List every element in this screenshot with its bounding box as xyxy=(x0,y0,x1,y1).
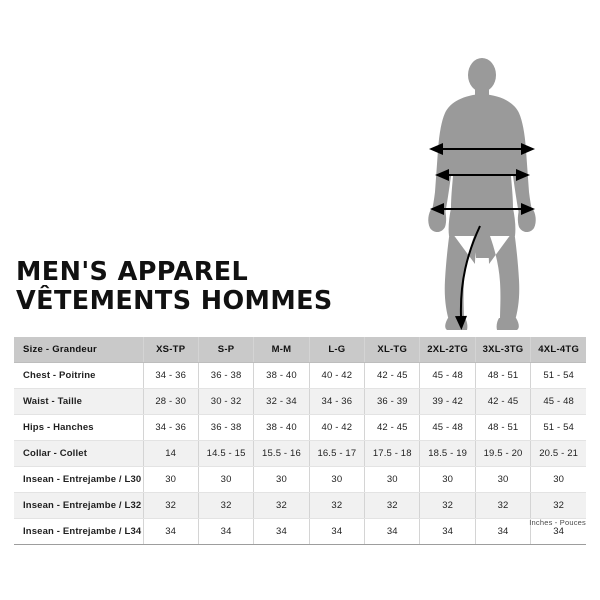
cell-hips-xl: 42 - 45 xyxy=(364,414,421,441)
column-header-m: M-M xyxy=(253,337,310,363)
title-line-french: VÊTEMENTS HOMMES xyxy=(16,286,333,316)
cell-inseam-l32-s: 32 xyxy=(197,492,255,519)
column-header-xl: XL-TG xyxy=(364,337,421,363)
column-header-xs: XS-TP xyxy=(142,337,199,363)
column-header-2xl: 2XL-2TG xyxy=(419,337,476,363)
cell-chest-4xl: 51 - 54 xyxy=(530,362,587,389)
cell-chest-xs: 34 - 36 xyxy=(142,362,199,389)
cell-waist-m: 32 - 34 xyxy=(253,388,310,415)
row-label-chest: Chest - Poitrine xyxy=(14,362,144,389)
table-row: Insean - Entrejambe / L30 30 30 30 30 30… xyxy=(14,466,587,493)
cell-inseam-l30-xs: 30 xyxy=(142,466,199,493)
cell-waist-s: 30 - 32 xyxy=(197,388,255,415)
table-row: Insean - Entrejambe / L34 34 34 34 34 34… xyxy=(14,518,587,545)
row-label-inseam-l30: Insean - Entrejambe / L30 xyxy=(14,466,144,493)
cell-inseam-l30-4xl: 30 xyxy=(530,466,587,493)
table-row: Insean - Entrejambe / L32 32 32 32 32 32… xyxy=(14,492,587,519)
cell-collar-2xl: 18.5 - 19 xyxy=(419,440,476,467)
cell-chest-xl: 42 - 45 xyxy=(364,362,421,389)
cell-inseam-l32-xl: 32 xyxy=(364,492,421,519)
cell-inseam-l32-l: 32 xyxy=(308,492,366,519)
cell-inseam-l30-2xl: 30 xyxy=(419,466,476,493)
cell-inseam-l30-l: 30 xyxy=(308,466,366,493)
male-silhouette-icon xyxy=(428,58,536,330)
page-title: MEN'S APPAREL VÊTEMENTS HOMMES xyxy=(16,258,436,316)
cell-hips-l: 40 - 42 xyxy=(308,414,366,441)
figure-svg xyxy=(428,58,536,330)
cell-inseam-l30-xl: 30 xyxy=(364,466,421,493)
cell-chest-l: 40 - 42 xyxy=(308,362,366,389)
table-row: Hips - Hanches 34 - 36 36 - 38 38 - 40 4… xyxy=(14,414,587,441)
column-header-4xl: 4XL-4TG xyxy=(530,337,587,363)
table-header: Size - Grandeur XS-TP S-P M-M L-G XL-TG … xyxy=(14,337,587,363)
cell-chest-3xl: 48 - 51 xyxy=(474,362,532,389)
size-chart-table: Size - Grandeur XS-TP S-P M-M L-G XL-TG … xyxy=(14,337,587,545)
cell-inseam-l34-2xl: 34 xyxy=(419,518,476,545)
cell-inseam-l30-s: 30 xyxy=(197,466,255,493)
cell-waist-4xl: 45 - 48 xyxy=(530,388,587,415)
column-header-l: L-G xyxy=(308,337,366,363)
table-header-row: Size - Grandeur XS-TP S-P M-M L-G XL-TG … xyxy=(14,337,587,363)
cell-collar-4xl: 20.5 - 21 xyxy=(530,440,587,467)
cell-inseam-l30-m: 30 xyxy=(253,466,310,493)
cell-inseam-l32-xs: 32 xyxy=(142,492,199,519)
cell-collar-l: 16.5 - 17 xyxy=(308,440,366,467)
table-row: Waist - Taille 28 - 30 30 - 32 32 - 34 3… xyxy=(14,388,587,415)
column-header-3xl: 3XL-3TG xyxy=(474,337,532,363)
cell-waist-2xl: 39 - 42 xyxy=(419,388,476,415)
inseam-arrow xyxy=(455,225,481,330)
cell-chest-s: 36 - 38 xyxy=(197,362,255,389)
cell-hips-xs: 34 - 36 xyxy=(142,414,199,441)
cell-inseam-l34-xs: 34 xyxy=(142,518,199,545)
cell-collar-xs: 14 xyxy=(142,440,199,467)
table-row: Chest - Poitrine 34 - 36 36 - 38 38 - 40… xyxy=(14,362,587,389)
cell-collar-s: 14.5 - 15 xyxy=(197,440,255,467)
cell-inseam-l32-m: 32 xyxy=(253,492,310,519)
row-label-waist: Waist - Taille xyxy=(14,388,144,415)
cell-inseam-l34-xl: 34 xyxy=(364,518,421,545)
cell-inseam-l34-4xl: 34 xyxy=(530,518,587,545)
cell-inseam-l34-m: 34 xyxy=(253,518,310,545)
cell-inseam-l32-2xl: 32 xyxy=(419,492,476,519)
column-header-s: S-P xyxy=(197,337,255,363)
row-label-inseam-l34: Insean - Entrejambe / L34 xyxy=(14,518,144,545)
cell-hips-2xl: 45 - 48 xyxy=(419,414,476,441)
cell-waist-xl: 36 - 39 xyxy=(364,388,421,415)
column-header-size-label: Size - Grandeur xyxy=(14,337,144,363)
cell-collar-m: 15.5 - 16 xyxy=(253,440,310,467)
cell-chest-m: 38 - 40 xyxy=(253,362,310,389)
cell-collar-3xl: 19.5 - 20 xyxy=(474,440,532,467)
cell-waist-3xl: 42 - 45 xyxy=(474,388,532,415)
table-row: Collar - Collet 14 14.5 - 15 15.5 - 16 1… xyxy=(14,440,587,467)
cell-inseam-l34-3xl: 34 xyxy=(474,518,532,545)
cell-waist-xs: 28 - 30 xyxy=(142,388,199,415)
cell-collar-xl: 17.5 - 18 xyxy=(364,440,421,467)
table-body: Chest - Poitrine 34 - 36 36 - 38 38 - 40… xyxy=(14,362,587,545)
cell-chest-2xl: 45 - 48 xyxy=(419,362,476,389)
cell-inseam-l32-3xl: 32 xyxy=(474,492,532,519)
row-label-collar: Collar - Collet xyxy=(14,440,144,467)
cell-hips-4xl: 51 - 54 xyxy=(530,414,587,441)
cell-inseam-l34-l: 34 xyxy=(308,518,366,545)
cell-inseam-l34-s: 34 xyxy=(197,518,255,545)
cell-hips-3xl: 48 - 51 xyxy=(474,414,532,441)
body-measurement-figure xyxy=(420,58,585,333)
cell-inseam-l32-4xl: 32 xyxy=(530,492,587,519)
row-label-inseam-l32: Insean - Entrejambe / L32 xyxy=(14,492,144,519)
row-label-hips: Hips - Hanches xyxy=(14,414,144,441)
size-chart-table-container: Size - Grandeur XS-TP S-P M-M L-G XL-TG … xyxy=(14,337,587,545)
cell-inseam-l30-3xl: 30 xyxy=(474,466,532,493)
cell-hips-m: 38 - 40 xyxy=(253,414,310,441)
units-note: Inches - Pouces xyxy=(529,518,586,527)
title-line-english: MEN'S APPAREL xyxy=(16,257,249,287)
cell-hips-s: 36 - 38 xyxy=(197,414,255,441)
cell-waist-l: 34 - 36 xyxy=(308,388,366,415)
